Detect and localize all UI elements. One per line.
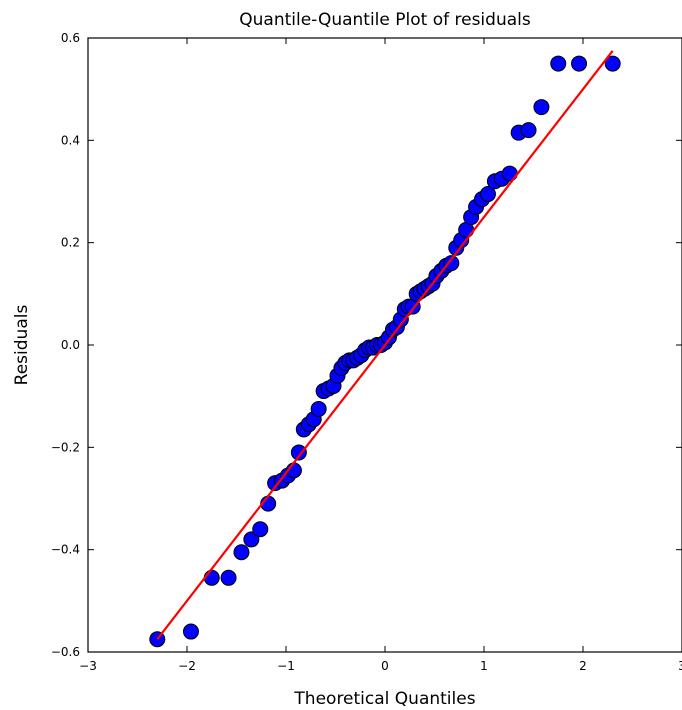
data-point [520, 122, 537, 139]
data-point [501, 165, 518, 182]
x-tick-label: 1 [480, 659, 488, 673]
data-point [290, 444, 307, 461]
data-point [252, 521, 269, 538]
data-point [550, 55, 567, 72]
y-tick-label: −0.6 [51, 645, 80, 659]
data-point [182, 623, 199, 640]
chart-title: Quantile-Quantile Plot of residuals [239, 10, 531, 30]
y-tick-label: −0.4 [51, 543, 80, 557]
reference-line-group [156, 50, 614, 640]
data-point [233, 544, 250, 561]
data-point [220, 569, 237, 586]
x-tick-label: 2 [579, 659, 587, 673]
x-tick-label: −2 [178, 659, 196, 673]
data-point [310, 400, 327, 417]
x-tick-label: 0 [381, 659, 389, 673]
y-tick-label: −0.2 [51, 440, 80, 454]
reference-line [156, 50, 614, 640]
axis-ticks: −3 −2 −1 0 1 2 3 0.6 0.4 0.2 0.0 −0.2 −0.4 −0.6 [51, 31, 682, 673]
data-point [443, 255, 460, 272]
x-tick-label: 3 [678, 659, 682, 673]
x-tick-label: −3 [79, 659, 97, 673]
y-axis-label: Residuals [12, 305, 32, 386]
data-point [243, 531, 260, 548]
data-point [203, 569, 220, 586]
y-tick-label: 0.4 [61, 133, 80, 147]
y-tick-label: 0.2 [61, 236, 80, 250]
y-tick-label: 0.0 [61, 338, 80, 352]
data-point [604, 55, 621, 72]
x-tick-label: −1 [277, 659, 295, 673]
y-tick-label: 0.6 [61, 31, 80, 45]
data-point [571, 55, 588, 72]
data-point [533, 99, 550, 116]
x-axis-label: Theoretical Quantiles [293, 689, 475, 709]
data-point [479, 186, 496, 203]
